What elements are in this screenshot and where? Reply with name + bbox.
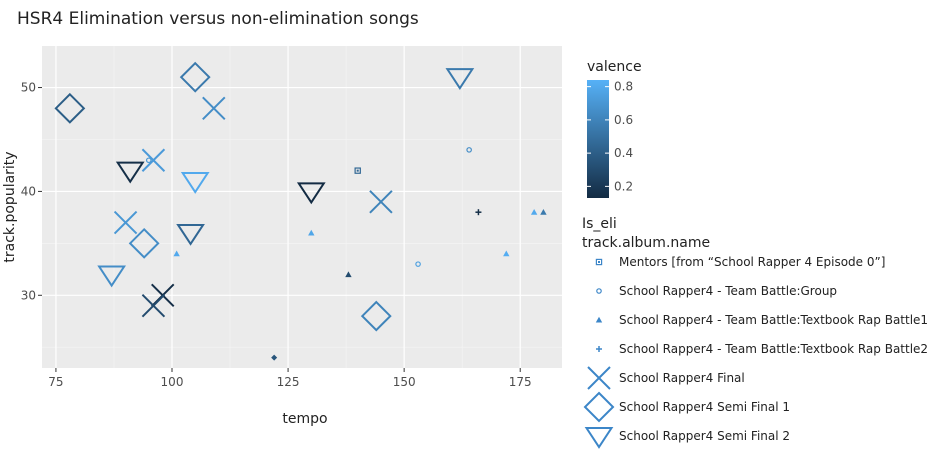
data-point-circle (145, 157, 152, 164)
y-tick-label: 30 (21, 288, 36, 302)
legend-key-background (587, 279, 611, 303)
legend-key-triangle-up (595, 316, 603, 323)
shape-legend-entry: School Rapper4 Semi Final 1 (583, 391, 790, 423)
data-point-triangle-down (115, 161, 145, 184)
data-point-circle (466, 147, 472, 153)
colorbar-ticks: 0.2 0.4 0.6 0.8 (587, 80, 633, 193)
legend-key-circle (596, 288, 602, 294)
data-point-triangle-down (296, 182, 326, 205)
x-tick-label: 75 (48, 375, 63, 389)
data-point-triangle-up (173, 250, 180, 257)
data-point-triangle-up (345, 271, 352, 278)
shape-legend: Is_eli track.album.name Mentors [from “S… (582, 216, 928, 449)
legend-key-background (587, 395, 611, 419)
legend-entry-label: School Rapper4 - Team Battle:Textbook Ra… (619, 313, 928, 327)
data-point-triangle-down (180, 172, 210, 194)
shape-legend-entry: Mentors [from “School Rapper 4 Episode 0… (587, 250, 885, 274)
y-tick-label: 50 (21, 81, 36, 95)
legend-key-plus (596, 346, 602, 352)
colorbar-tick-label: 0.8 (614, 80, 633, 94)
valence-colorbar (587, 80, 609, 198)
shape-legend-entry: School Rapper4 - Team Battle:Textbook Ra… (587, 308, 928, 332)
colorbar-tick-label: 0.2 (614, 179, 633, 193)
shape-legend-entry: School Rapper4 - Team Battle:Textbook Ra… (587, 337, 928, 361)
legend-entry-label: School Rapper4 Semi Final 1 (619, 400, 790, 414)
data-point-x (369, 190, 393, 214)
data-point-triangle-down (445, 68, 475, 90)
legend-key-triangle-down (584, 427, 614, 449)
data-point-triangle-up (540, 208, 547, 215)
shape-legend-entry: School Rapper4 Final (587, 366, 745, 390)
shape-legend-entry: School Rapper4 Semi Final 2 (584, 424, 790, 449)
data-point-triangle-up (530, 208, 538, 215)
data-points (54, 61, 547, 361)
y-tick-label: 40 (21, 184, 36, 198)
y-axis-label: track.popularity (2, 151, 18, 262)
data-point-diamond (360, 300, 392, 332)
data-point-circle (415, 261, 421, 267)
colorbar-tick-label: 0.4 (614, 146, 633, 160)
shape-legend-entry: School Rapper4 - Team Battle:Group (587, 279, 837, 303)
data-point-diamond-small (271, 354, 278, 361)
data-point-diamond (179, 61, 211, 93)
data-point-triangle-down (97, 265, 126, 288)
data-point-triangle-up (308, 229, 315, 236)
shape-legend-title-line1: Is_eli (582, 216, 617, 232)
y-axis-ticks: 30 40 50 (21, 81, 42, 302)
data-point-diamond (54, 92, 86, 124)
data-point-triangle-down (176, 223, 205, 246)
data-point-x (113, 210, 138, 235)
x-tick-label: 100 (161, 375, 184, 389)
x-axis-label: tempo (282, 411, 327, 427)
shape-legend-title-line2: track.album.name (582, 235, 710, 251)
data-point-diamond (128, 227, 160, 259)
legend-entry-label: School Rapper4 Final (619, 371, 745, 385)
chart-title: HSR4 Elimination versus non-elimination … (17, 9, 419, 29)
legend-key-square (595, 258, 603, 266)
x-tick-label: 150 (393, 375, 416, 389)
x-tick-label: 125 (277, 375, 300, 389)
x-axis-ticks: 75 100 125 150 175 (48, 368, 532, 389)
legend-entry-label: Mentors [from “School Rapper 4 Episode 0… (619, 255, 885, 269)
legend-key-x (587, 366, 611, 390)
plot-panel (42, 46, 562, 368)
legend-entry-label: School Rapper4 Semi Final 2 (619, 429, 790, 443)
legend-entry-label: School Rapper4 - Team Battle:Textbook Ra… (619, 342, 928, 356)
data-point-x (141, 293, 166, 318)
shape-legend-entries: Mentors [from “School Rapper 4 Episode 0… (583, 250, 928, 449)
colorbar-tick-label: 0.6 (614, 113, 633, 127)
color-legend: valence 0.2 0.4 0.6 0.8 (587, 59, 642, 198)
legend-entry-label: School Rapper4 - Team Battle:Group (619, 284, 837, 298)
color-legend-title: valence (587, 59, 642, 75)
x-tick-label: 175 (509, 375, 532, 389)
data-point-square (354, 167, 361, 174)
grid-lines (42, 46, 562, 368)
data-point-triangle-up (503, 250, 510, 257)
data-point-x (202, 96, 226, 121)
data-point-plus (475, 209, 482, 216)
legend-key-diamond (583, 391, 615, 423)
data-point-x (141, 148, 166, 172)
